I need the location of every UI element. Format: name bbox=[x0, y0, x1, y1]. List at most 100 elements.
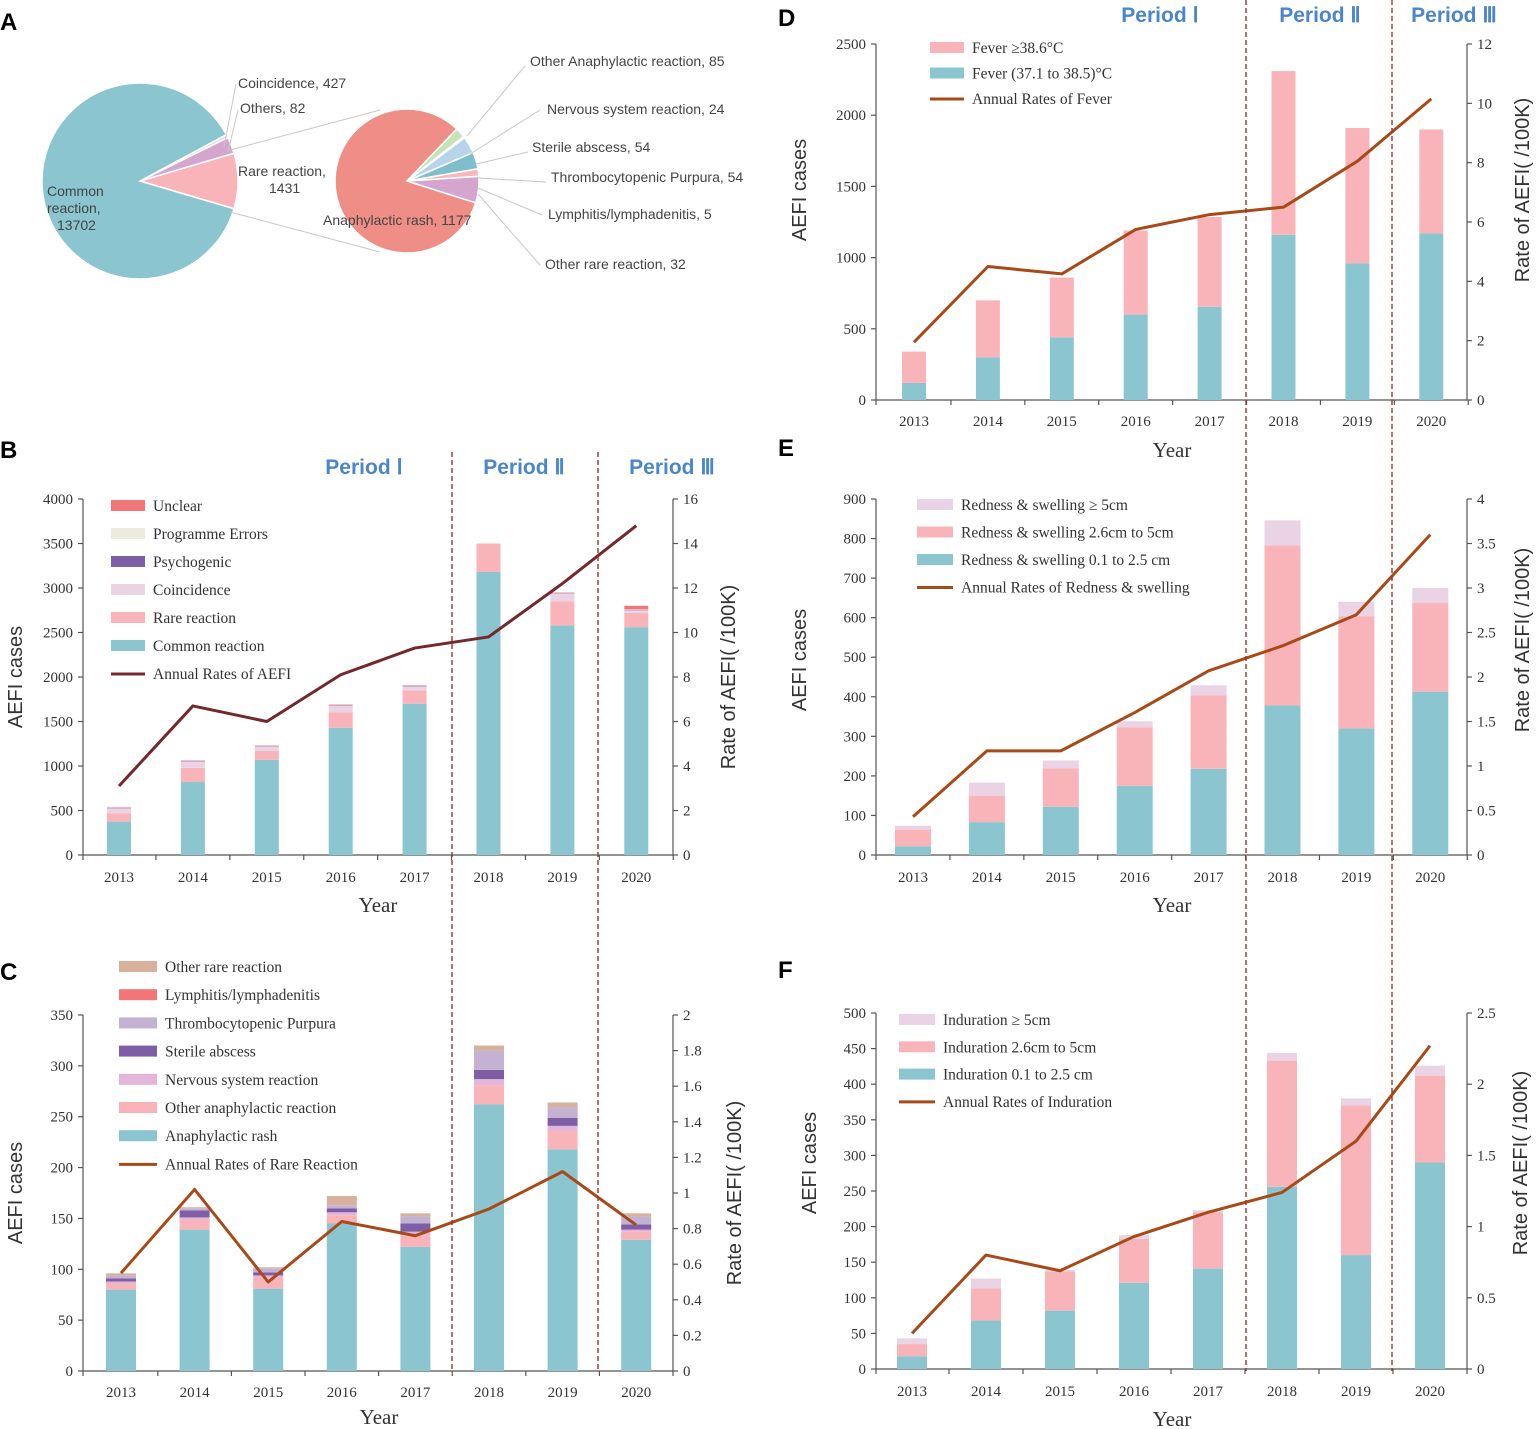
bar-induration-0-1-to-2-5-cm-2014 bbox=[971, 1320, 1001, 1369]
bar-fever-37-1-to-38-5-c-2020 bbox=[1419, 233, 1444, 400]
bar-nervous-system-reaction-2014 bbox=[179, 1217, 210, 1220]
bar-nervous-system-reaction-2018 bbox=[474, 1079, 504, 1086]
bar-other-rare-reaction-2018 bbox=[474, 1045, 504, 1051]
period-dividers bbox=[451, 0, 1393, 1371]
bar-redness-swelling-2-6cm-to-5cm-2018 bbox=[1264, 545, 1301, 706]
y2-tick-label: 1.8 bbox=[683, 1044, 702, 1060]
y-axis-title: AEFI cases bbox=[789, 609, 811, 711]
x-tick-label: 2014 bbox=[180, 1385, 211, 1401]
bar-fever-38-6-c-2017 bbox=[1197, 217, 1222, 307]
sub-pie-leader-line bbox=[477, 177, 547, 183]
bar-redness-swelling-5cm-2018 bbox=[1264, 520, 1301, 546]
y-tick-label: 250 bbox=[844, 1184, 867, 1200]
legend-swatch-thrombocytopenic-purpura bbox=[119, 1017, 157, 1029]
y-tick-label: 500 bbox=[844, 650, 867, 666]
panel-label-d: D bbox=[778, 5, 795, 32]
pie-label-coincidence-427: Coincidence, 427 bbox=[238, 75, 346, 91]
pie-leader-line bbox=[227, 109, 239, 153]
x-tick-label: 2013 bbox=[898, 870, 928, 886]
bar-redness-swelling-0-1-to-2-5-cm-2018 bbox=[1264, 705, 1301, 855]
y-tick-label: 1000 bbox=[43, 759, 73, 775]
bar-other-rare-reaction-2019 bbox=[547, 1102, 578, 1108]
x-tick-label: 2013 bbox=[897, 1384, 927, 1400]
x-tick-label: 2015 bbox=[1045, 1384, 1075, 1400]
bar-induration-0-1-to-2-5-cm-2019 bbox=[1341, 1255, 1371, 1369]
x-tick-label: 2016 bbox=[1119, 1384, 1150, 1400]
legend-label-anaphylactic-rash: Anaphylactic rash bbox=[165, 1128, 278, 1145]
y2-tick-label: 2 bbox=[1477, 1077, 1485, 1093]
y-tick-label: 100 bbox=[844, 1291, 867, 1307]
y-tick-label: 300 bbox=[51, 1059, 74, 1075]
y2-tick-label: 8 bbox=[1477, 156, 1485, 172]
legend-swatch-unclear bbox=[111, 500, 145, 511]
legend-swatch-fever-37-1-to-38-5-c bbox=[930, 67, 964, 79]
y-tick-label: 300 bbox=[844, 1148, 867, 1164]
x-tick-label: 2015 bbox=[252, 870, 282, 886]
bar-nervous-system-reaction-2016 bbox=[326, 1212, 357, 1216]
bar-other-anaphylactic-reaction-2017 bbox=[400, 1235, 431, 1247]
legend-label-unclear: Unclear bbox=[153, 498, 203, 515]
chart-panel-e: 0 100 200 300 400 500 600 700 800 900 0 0.5 1 1.5 2 2.5… bbox=[789, 492, 1534, 917]
bar-nervous-system-reaction-2015 bbox=[253, 1275, 284, 1278]
legend-label-nervous-system-reaction: Nervous system reaction bbox=[165, 1072, 318, 1089]
x-tick-label: 2015 bbox=[253, 1385, 283, 1401]
bar-sterile-abscess-2016 bbox=[326, 1208, 357, 1213]
bar-induration-5cm-2020 bbox=[1415, 1065, 1445, 1076]
bar-anaphylactic-rash-2018 bbox=[474, 1104, 504, 1371]
bar-common-reaction-2016 bbox=[328, 727, 353, 855]
line-annual-rates-of-redness-swelling bbox=[912, 533, 1432, 818]
bar-fever-38-6-c-2020 bbox=[1419, 129, 1444, 234]
bar-rare-reaction-2018 bbox=[476, 543, 501, 572]
y-tick-label: 900 bbox=[844, 492, 867, 508]
line-annual-rates-of-induration bbox=[910, 1044, 1432, 1335]
period-label-1: Period Ⅰ bbox=[1121, 4, 1198, 27]
bar-induration-5cm-2014 bbox=[971, 1278, 1001, 1289]
legend-label-other-anaphylactic-reaction: Other anaphylactic reaction bbox=[165, 1100, 337, 1117]
bar-common-reaction-2018 bbox=[476, 571, 501, 855]
x-tick-label: 2016 bbox=[326, 870, 357, 886]
y2-tick-label: 0 bbox=[1477, 848, 1485, 864]
y2-axis-title: Rate of AEFI( /100K) bbox=[718, 585, 740, 770]
bar-induration-2-6cm-to-5cm-2017 bbox=[1193, 1212, 1223, 1269]
x-tick-label: 2015 bbox=[1047, 414, 1077, 430]
bar-redness-swelling-2-6cm-to-5cm-2017 bbox=[1190, 695, 1227, 769]
y-tick-label: 0 bbox=[859, 1362, 867, 1378]
bar-redness-swelling-2-6cm-to-5cm-2013 bbox=[895, 829, 931, 847]
y2-tick-label: 6 bbox=[683, 715, 691, 731]
y-axis-title: AEFI cases bbox=[5, 1142, 27, 1244]
legend: Fever ≥38.6°C Fever (37.1 to 38.5)°C Annua… bbox=[930, 40, 1113, 108]
bar-redness-swelling-0-1-to-2-5-cm-2013 bbox=[895, 846, 931, 855]
bar-redness-swelling-5cm-2014 bbox=[968, 782, 1005, 796]
y2-axis-title: Rate of AEFI( /100K) bbox=[1512, 548, 1534, 733]
x-tick-label: 2014 bbox=[972, 870, 1003, 886]
pie-label-line: Rare reaction, bbox=[238, 163, 326, 179]
bar-nervous-system-reaction-2013 bbox=[106, 1281, 136, 1284]
x-tick-label: 2019 bbox=[1342, 414, 1372, 430]
x-axis-title: Year bbox=[1153, 438, 1192, 462]
y2-tick-label: 2 bbox=[683, 1008, 691, 1024]
bar-anaphylactic-rash-2014 bbox=[179, 1229, 210, 1371]
legend-label-common-reaction: Common reaction bbox=[153, 638, 265, 655]
period-label-2: Period Ⅱ bbox=[483, 456, 565, 479]
bar-fever-37-1-to-38-5-c-2015 bbox=[1049, 337, 1074, 400]
pie-slice-common-reaction-13702 bbox=[41, 82, 235, 280]
bar-rare-reaction-2015 bbox=[254, 750, 279, 760]
x-tick-label: 2018 bbox=[1268, 870, 1298, 886]
legend-label-psychogenic: Psychogenic bbox=[153, 554, 231, 571]
y-tick-label: 4000 bbox=[43, 492, 73, 508]
bar-rare-reaction-2019 bbox=[550, 601, 575, 626]
sub-pie-leader-line bbox=[477, 187, 543, 216]
x-tick-label: 2020 bbox=[621, 870, 651, 886]
bar-other-rare-reaction-2014 bbox=[179, 1207, 210, 1209]
bar-coincidence-2013 bbox=[107, 808, 131, 814]
legend-swatch-programme-errors bbox=[111, 528, 145, 539]
legend-swatch-other-rare-reaction bbox=[119, 961, 157, 972]
y2-tick-label: 2.5 bbox=[1477, 626, 1496, 642]
y2-tick-label: 0.8 bbox=[683, 1222, 702, 1238]
legend-label-fever-37-1-to-38-5-c: Fever (37.1 to 38.5)°C bbox=[972, 66, 1112, 83]
panel-label-b: B bbox=[0, 437, 17, 464]
bar-thrombocytopenic-purpura-2016 bbox=[326, 1205, 357, 1209]
x-tick-label: 2017 bbox=[1195, 414, 1226, 430]
y-tick-label: 300 bbox=[844, 729, 867, 745]
y2-tick-label: 4 bbox=[1477, 274, 1485, 290]
